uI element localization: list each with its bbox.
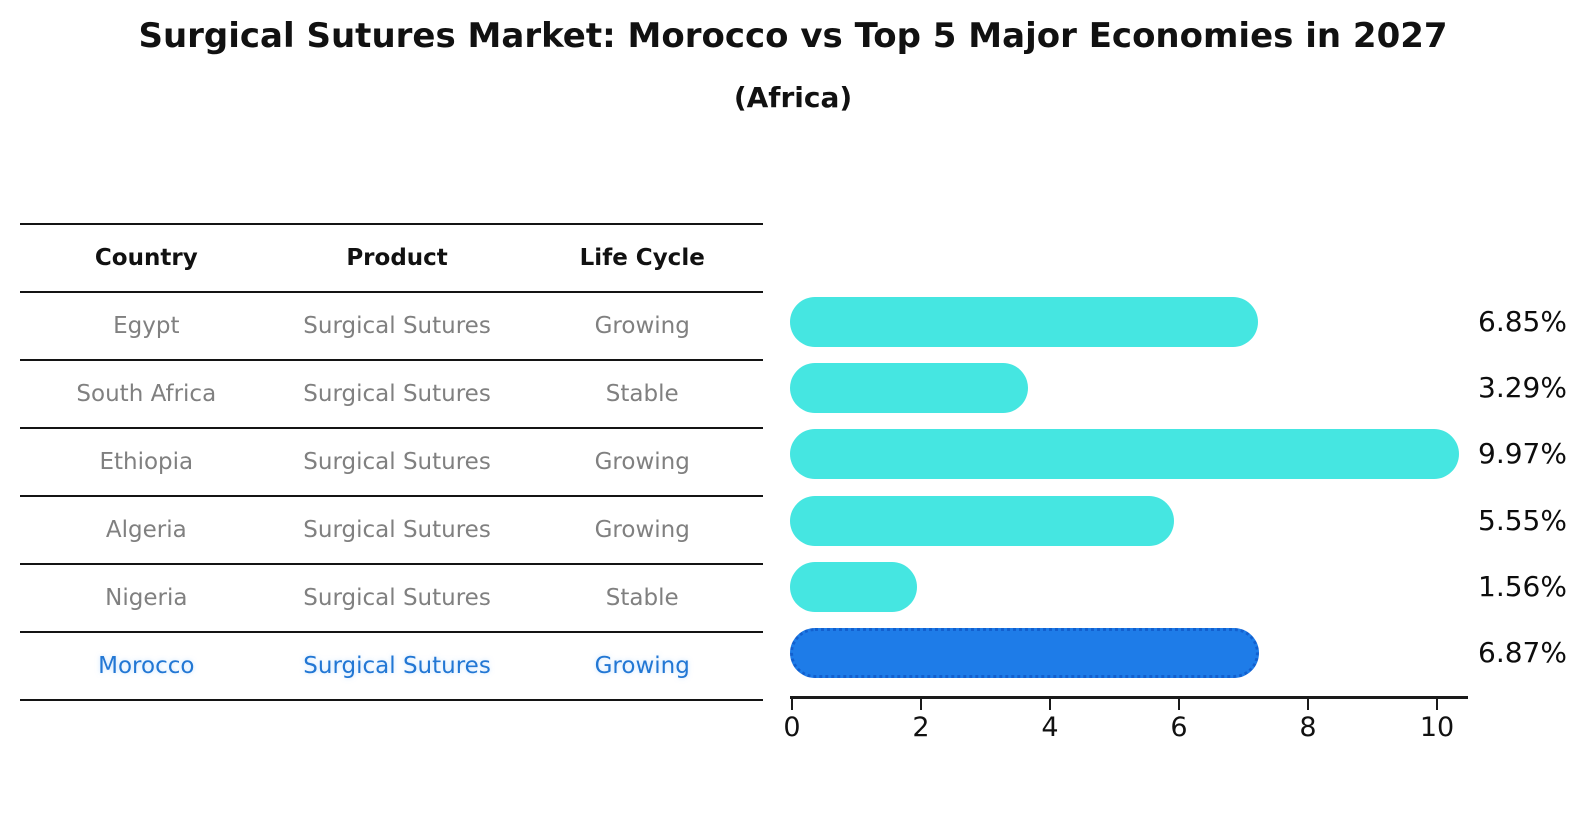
bar-nigeria [790,562,917,612]
cell-product: Surgical Sutures [303,585,491,611]
x-axis-tick-2 [920,699,922,710]
x-axis-tick-6 [1178,699,1180,710]
cell-country: Ethiopia [99,449,194,475]
x-axis-tick-label-8: 8 [1299,712,1317,743]
x-axis-tick-label-0: 0 [783,712,801,743]
table-row-ethiopia: Ethiopia Surgical Sutures Growing [20,429,763,497]
x-axis-tick-10 [1436,699,1438,710]
cell-life-cycle: Growing [594,449,690,475]
cell-product: Surgical Sutures [303,381,491,407]
chart-subtitle: (Africa) [733,81,853,114]
x-axis-tick-8 [1307,699,1309,710]
value-label-nigeria: 1.56% [1478,570,1567,603]
table-row-nigeria: Nigeria Surgical Sutures Stable [20,565,763,633]
value-label-egypt: 6.85% [1478,305,1567,338]
cell-product: Surgical Sutures [303,517,491,543]
cell-product: Surgical Sutures [303,449,491,475]
bar-south-africa [790,363,1028,413]
x-axis-tick-label-2: 2 [912,712,930,743]
value-label-morocco: 6.87% [1478,636,1567,669]
value-label-ethiopia: 9.97% [1478,437,1567,470]
cell-life-cycle: Stable [605,585,679,611]
table-row-egypt: Egypt Surgical Sutures Growing [20,293,763,361]
chart-title: Surgical Sutures Market: Morocco vs Top … [138,16,1448,56]
table-row-morocco: Morocco Surgical Sutures Growing [20,633,763,701]
x-axis-line [790,696,1468,699]
value-label-algeria: 5.55% [1478,504,1567,537]
cell-product: Surgical Sutures [303,653,491,679]
cell-country: Nigeria [105,585,188,611]
table-row-south-africa: South Africa Surgical Sutures Stable [20,361,763,429]
bar-algeria [790,496,1174,546]
cell-life-cycle: Growing [594,653,690,679]
cell-product: Surgical Sutures [303,313,491,339]
column-header-product: Product [346,245,448,271]
cell-country: Egypt [113,313,180,339]
country-table: Country Product Life Cycle Egypt Surgica… [20,223,763,701]
bar-egypt [790,297,1258,347]
cell-country: Morocco [98,653,195,679]
x-axis-tick-4 [1049,699,1051,710]
bar-ethiopia [790,429,1459,479]
table-row-algeria: Algeria Surgical Sutures Growing [20,497,763,565]
x-axis-tick-label-4: 4 [1041,712,1059,743]
cell-country: Algeria [105,517,187,543]
table-header-row: Country Product Life Cycle [20,223,763,293]
cell-country: South Africa [76,381,217,407]
value-label-south-africa: 3.29% [1478,371,1567,404]
column-header-country: Country [94,245,198,271]
bar-morocco [790,628,1259,678]
column-header-life-cycle: Life Cycle [579,245,705,271]
cell-life-cycle: Stable [605,381,679,407]
x-axis-tick-0 [791,699,793,710]
x-axis-tick-label-10: 10 [1419,712,1455,743]
x-axis-tick-label-6: 6 [1170,712,1188,743]
cell-life-cycle: Growing [594,517,690,543]
table-body: Egypt Surgical Sutures Growing South Afr… [20,293,763,701]
cell-life-cycle: Growing [594,313,690,339]
